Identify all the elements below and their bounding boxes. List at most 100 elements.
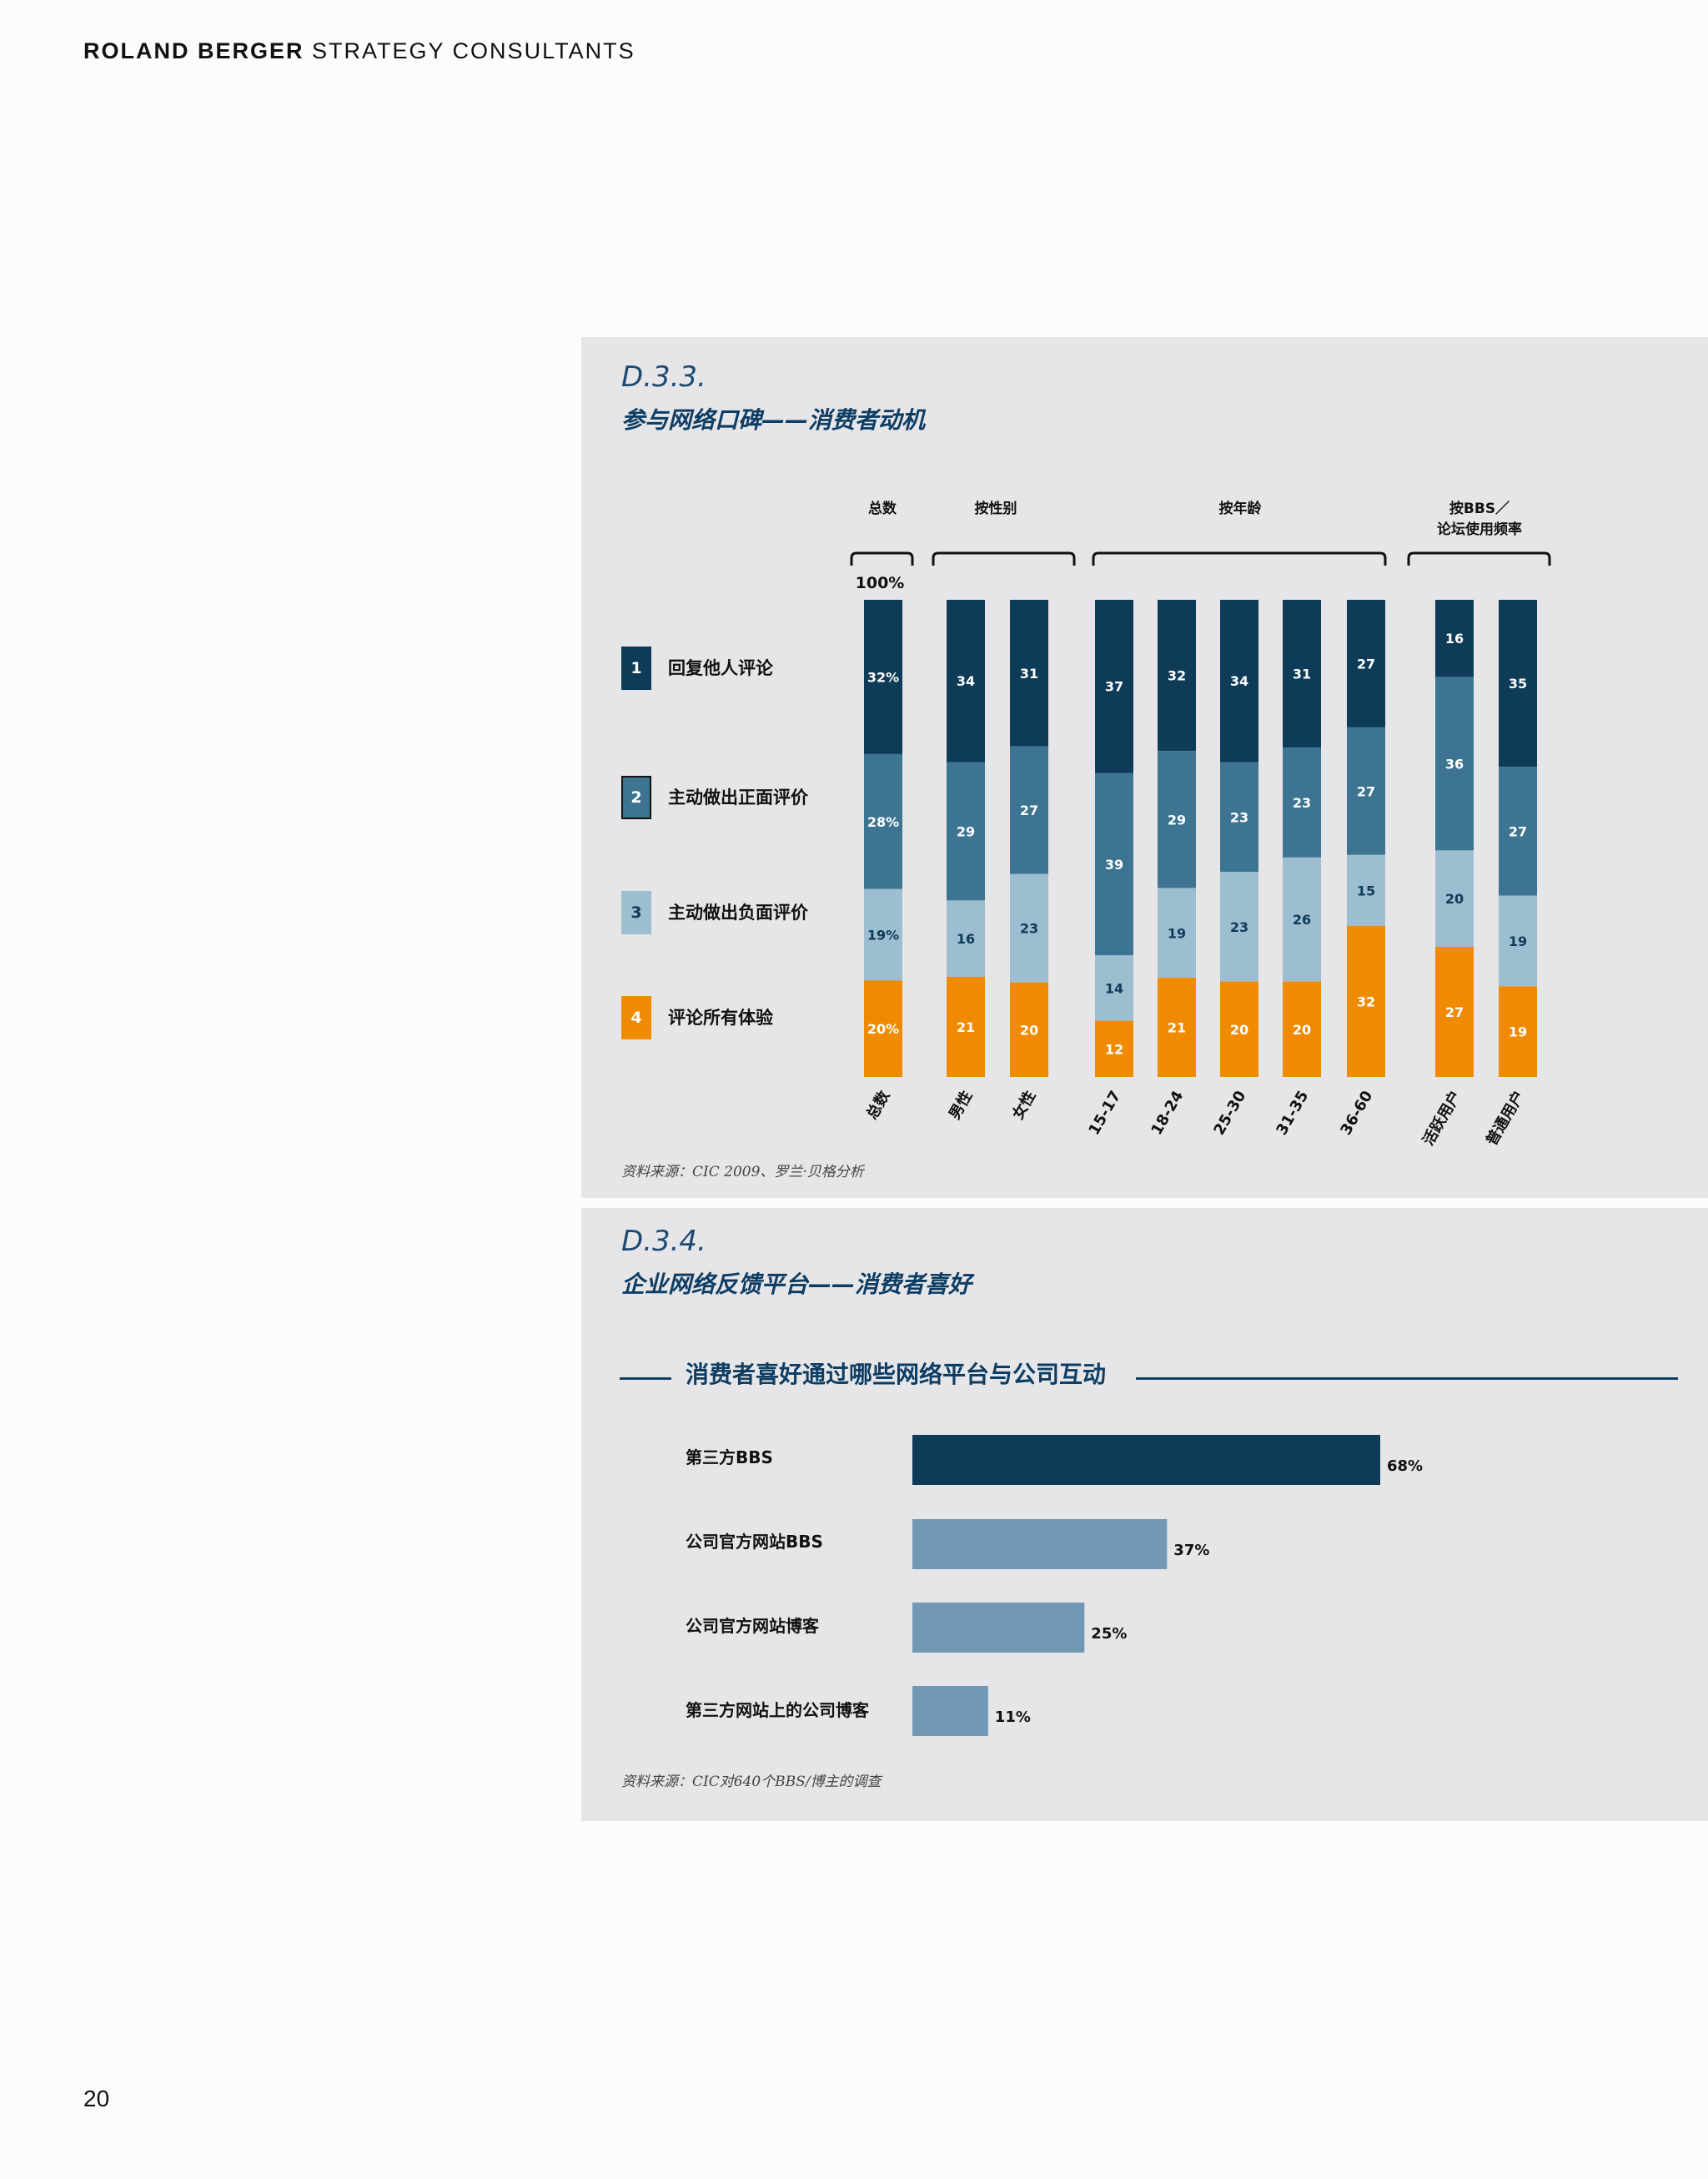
data-label: 29 bbox=[1168, 812, 1186, 828]
figure-id: D.3.4. bbox=[621, 1225, 706, 1258]
bar-segment bbox=[1220, 981, 1258, 1077]
bar-segment bbox=[947, 762, 985, 901]
data-label: 31 bbox=[1020, 666, 1038, 682]
bar-label: 公司官方网站BBS bbox=[686, 1532, 823, 1552]
data-label: 27 bbox=[1357, 657, 1375, 672]
data-label: 26 bbox=[1293, 912, 1311, 928]
bar-segment bbox=[1499, 600, 1537, 767]
bar-segment bbox=[1220, 872, 1258, 982]
bar-segment bbox=[1220, 600, 1258, 762]
bar-segment bbox=[1095, 772, 1133, 956]
report-header: ROLAND BERGER STRATEGY CONSULTANTS bbox=[83, 38, 635, 64]
data-label: 28% bbox=[867, 814, 899, 830]
legend-label-3: 主动做出负面评价 bbox=[668, 903, 808, 923]
data-label: 27 bbox=[1020, 803, 1038, 818]
data-label: 11% bbox=[995, 1708, 1031, 1726]
heading-rule-left bbox=[620, 1377, 671, 1380]
data-label: 23 bbox=[1020, 921, 1038, 937]
bar-segment bbox=[1435, 947, 1474, 1077]
category-label: 活跃用户 bbox=[1419, 1088, 1464, 1149]
data-label: 36 bbox=[1445, 756, 1464, 772]
bar-segment bbox=[1435, 850, 1474, 947]
group-bracket bbox=[1092, 551, 1387, 566]
bar-segment bbox=[864, 753, 902, 889]
legend-label-4: 评论所有体验 bbox=[668, 1008, 773, 1028]
data-label: 19 bbox=[1168, 925, 1186, 941]
bar-label: 公司官方网站博客 bbox=[686, 1616, 819, 1636]
bar bbox=[912, 1686, 988, 1736]
data-label: 19% bbox=[867, 928, 899, 944]
legend-swatch-1: 1 bbox=[621, 647, 651, 690]
figure-source: 资料来源：CIC对640个BBS/博主的调查 bbox=[621, 1774, 882, 1790]
data-label: 21 bbox=[1168, 1020, 1186, 1036]
data-label: 19 bbox=[1509, 933, 1527, 949]
category-label: 女性 bbox=[1008, 1088, 1039, 1123]
brand-name: ROLAND BERGER bbox=[83, 38, 304, 63]
figure-id: D.3.3. bbox=[621, 360, 706, 394]
data-label: 39 bbox=[1105, 857, 1123, 873]
bar-segment bbox=[1283, 600, 1321, 748]
brand-subtitle: STRATEGY CONSULTANTS bbox=[312, 38, 635, 63]
data-label: 14 bbox=[1105, 981, 1123, 997]
bar-segment bbox=[1435, 677, 1474, 851]
bar bbox=[912, 1603, 1085, 1653]
data-label: 15 bbox=[1357, 883, 1375, 898]
bar-segment bbox=[1158, 751, 1196, 888]
figure-title: 参与网络口碑——消费者动机 bbox=[621, 406, 926, 434]
data-label: 37 bbox=[1105, 679, 1123, 695]
bar-segment bbox=[1095, 1020, 1133, 1077]
group-header: 总数 bbox=[868, 500, 897, 517]
bar-segment bbox=[1283, 981, 1321, 1077]
data-label: 20 bbox=[1230, 1022, 1248, 1038]
group-header: 按性别 bbox=[975, 500, 1017, 517]
bar-segment bbox=[1095, 955, 1133, 1021]
data-label: 12 bbox=[1105, 1041, 1123, 1057]
figure-d34-panel: D.3.4. 企业网络反馈平台——消费者喜好 消费者喜好通过哪些网络平台与公司互… bbox=[581, 1208, 1708, 1821]
legend-swatch-2: 2 bbox=[621, 776, 651, 819]
bar-segment bbox=[1347, 925, 1385, 1077]
data-label: 68% bbox=[1387, 1457, 1423, 1475]
data-label: 32 bbox=[1168, 668, 1186, 684]
bar-segment bbox=[864, 888, 902, 981]
data-label: 19 bbox=[1509, 1024, 1527, 1040]
data-label: 23 bbox=[1230, 809, 1248, 825]
bar-segment bbox=[1435, 600, 1474, 677]
bar-segment bbox=[1347, 600, 1385, 727]
group-bracket bbox=[932, 551, 1076, 566]
legend-swatch-3: 3 bbox=[621, 891, 651, 934]
legend-label-1: 回复他人评论 bbox=[668, 658, 773, 678]
bar-segment bbox=[1010, 982, 1048, 1077]
category-label: 18-24 bbox=[1148, 1088, 1187, 1138]
bar-segment bbox=[1347, 854, 1385, 926]
data-label: 27 bbox=[1357, 783, 1375, 799]
figure-d33-panel: D.3.3. 参与网络口碑——消费者动机 1 回复他人评论 2 主动做出正面评价… bbox=[581, 337, 1708, 1198]
category-label: 25-30 bbox=[1210, 1088, 1249, 1138]
bar-segment bbox=[1010, 600, 1048, 747]
category-label: 15-17 bbox=[1085, 1088, 1124, 1138]
data-label: 27 bbox=[1445, 1004, 1464, 1020]
data-label: 20 bbox=[1020, 1022, 1038, 1038]
group-bracket bbox=[850, 551, 914, 566]
bar-chart-title: 消费者喜好通过哪些网络平台与公司互动 bbox=[686, 1361, 1107, 1388]
legend-swatch-4: 4 bbox=[621, 996, 651, 1039]
bar-segment bbox=[1158, 978, 1196, 1077]
bar-segment bbox=[1095, 600, 1133, 773]
data-label: 21 bbox=[957, 1019, 975, 1035]
bar-segment bbox=[947, 976, 985, 1077]
data-label: 16 bbox=[1445, 631, 1464, 647]
group-header: 按年龄 bbox=[1219, 500, 1263, 517]
data-label: 32 bbox=[1357, 994, 1375, 1009]
data-label: 20% bbox=[867, 1021, 899, 1037]
bar-label: 第三方网站上的公司博客 bbox=[686, 1700, 869, 1720]
bar-segment bbox=[1347, 727, 1385, 855]
bar-segment bbox=[947, 900, 985, 977]
data-label: 31 bbox=[1293, 667, 1311, 682]
bar-segment bbox=[864, 600, 902, 754]
bar-segment bbox=[1283, 857, 1321, 982]
bar-segment bbox=[1499, 895, 1537, 987]
data-label: 37% bbox=[1173, 1542, 1209, 1559]
category-label: 31-35 bbox=[1273, 1088, 1312, 1138]
data-label: 27 bbox=[1509, 823, 1527, 839]
category-label: 36-60 bbox=[1337, 1088, 1376, 1138]
top-label: 100% bbox=[856, 574, 905, 592]
